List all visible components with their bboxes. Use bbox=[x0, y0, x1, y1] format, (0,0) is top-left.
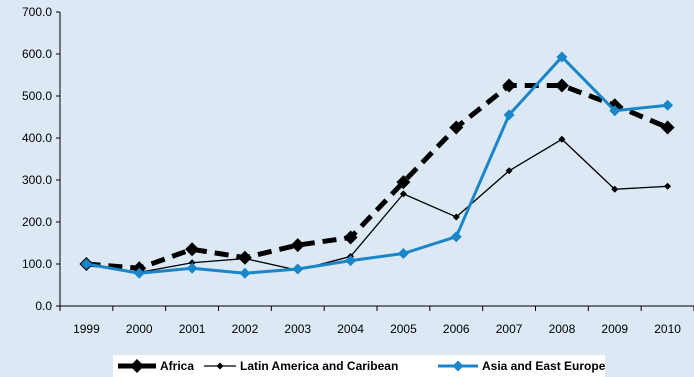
y-tick-label: 300.0 bbox=[22, 173, 52, 187]
x-tick-label: 2005 bbox=[390, 322, 417, 336]
data-point bbox=[396, 175, 411, 190]
series-line bbox=[86, 138, 668, 274]
data-point bbox=[556, 51, 568, 63]
x-tick-label: 1999 bbox=[73, 322, 100, 336]
data-point bbox=[450, 231, 462, 243]
legend: Africa Latin America and Caribean Asia and… bbox=[113, 355, 606, 377]
series-layer bbox=[79, 51, 675, 279]
series-line bbox=[86, 55, 668, 275]
data-point bbox=[343, 230, 358, 245]
legend-box bbox=[113, 355, 605, 377]
data-point bbox=[186, 262, 198, 274]
legend-label: Africa bbox=[160, 359, 194, 373]
data-point bbox=[558, 135, 566, 143]
legend-item: Latin America and Caribean bbox=[204, 359, 398, 373]
y-tick-label: 400.0 bbox=[22, 131, 52, 145]
legend-marker bbox=[216, 362, 224, 370]
y-axis-ticks: 0.0 100.0 200.0 300.0 400.0 500.0 600.0 700.0 bbox=[22, 5, 60, 313]
data-point bbox=[397, 248, 409, 259]
data-point bbox=[554, 78, 569, 93]
x-tick-label: 2009 bbox=[601, 322, 628, 336]
data-point bbox=[609, 105, 621, 117]
data-point bbox=[660, 120, 675, 135]
legend-marker bbox=[130, 359, 144, 373]
x-tick-label: 2010 bbox=[654, 322, 681, 336]
data-point bbox=[133, 267, 145, 279]
y-tick-label: 600.0 bbox=[22, 47, 52, 61]
data-point bbox=[664, 182, 672, 190]
data-point bbox=[241, 255, 249, 263]
data-point bbox=[239, 267, 251, 279]
data-point bbox=[185, 242, 200, 257]
data-point bbox=[503, 109, 515, 121]
data-point bbox=[399, 190, 407, 198]
data-point bbox=[80, 258, 92, 270]
legend-label: Asia and East Europe bbox=[482, 359, 606, 373]
data-point bbox=[502, 78, 517, 93]
x-axis-ticks: 1999 2000 2001 2002 2003 2004 2005 2006 2007 2008… bbox=[59, 306, 694, 336]
legend-marker bbox=[452, 360, 464, 372]
x-tick-label: 2000 bbox=[126, 322, 153, 336]
y-tick-label: 0.0 bbox=[35, 299, 52, 313]
data-point bbox=[345, 255, 357, 267]
data-point bbox=[452, 213, 460, 221]
y-tick-label: 500.0 bbox=[22, 89, 52, 103]
data-point bbox=[505, 167, 513, 175]
y-tick-label: 100.0 bbox=[22, 257, 52, 271]
x-tick-label: 2003 bbox=[284, 322, 311, 336]
legend-item: Africa bbox=[118, 359, 194, 373]
legend-label: Latin America and Caribean bbox=[240, 359, 398, 373]
x-tick-label: 2002 bbox=[232, 322, 259, 336]
data-point bbox=[290, 238, 305, 253]
x-tick-label: 2004 bbox=[337, 322, 364, 336]
data-point bbox=[611, 185, 619, 193]
series-line bbox=[86, 83, 669, 271]
y-tick-label: 200.0 bbox=[22, 215, 52, 229]
x-tick-label: 2008 bbox=[549, 322, 576, 336]
data-point bbox=[449, 120, 464, 135]
series-2 bbox=[80, 51, 674, 279]
data-point bbox=[292, 263, 304, 275]
data-point bbox=[662, 99, 674, 111]
y-tick-label: 700.0 bbox=[22, 5, 52, 19]
x-tick-label: 2006 bbox=[443, 322, 470, 336]
legend-item: Asia and East Europe bbox=[438, 359, 606, 373]
x-tick-label: 2001 bbox=[179, 322, 206, 336]
x-tick-label: 2007 bbox=[496, 322, 523, 336]
